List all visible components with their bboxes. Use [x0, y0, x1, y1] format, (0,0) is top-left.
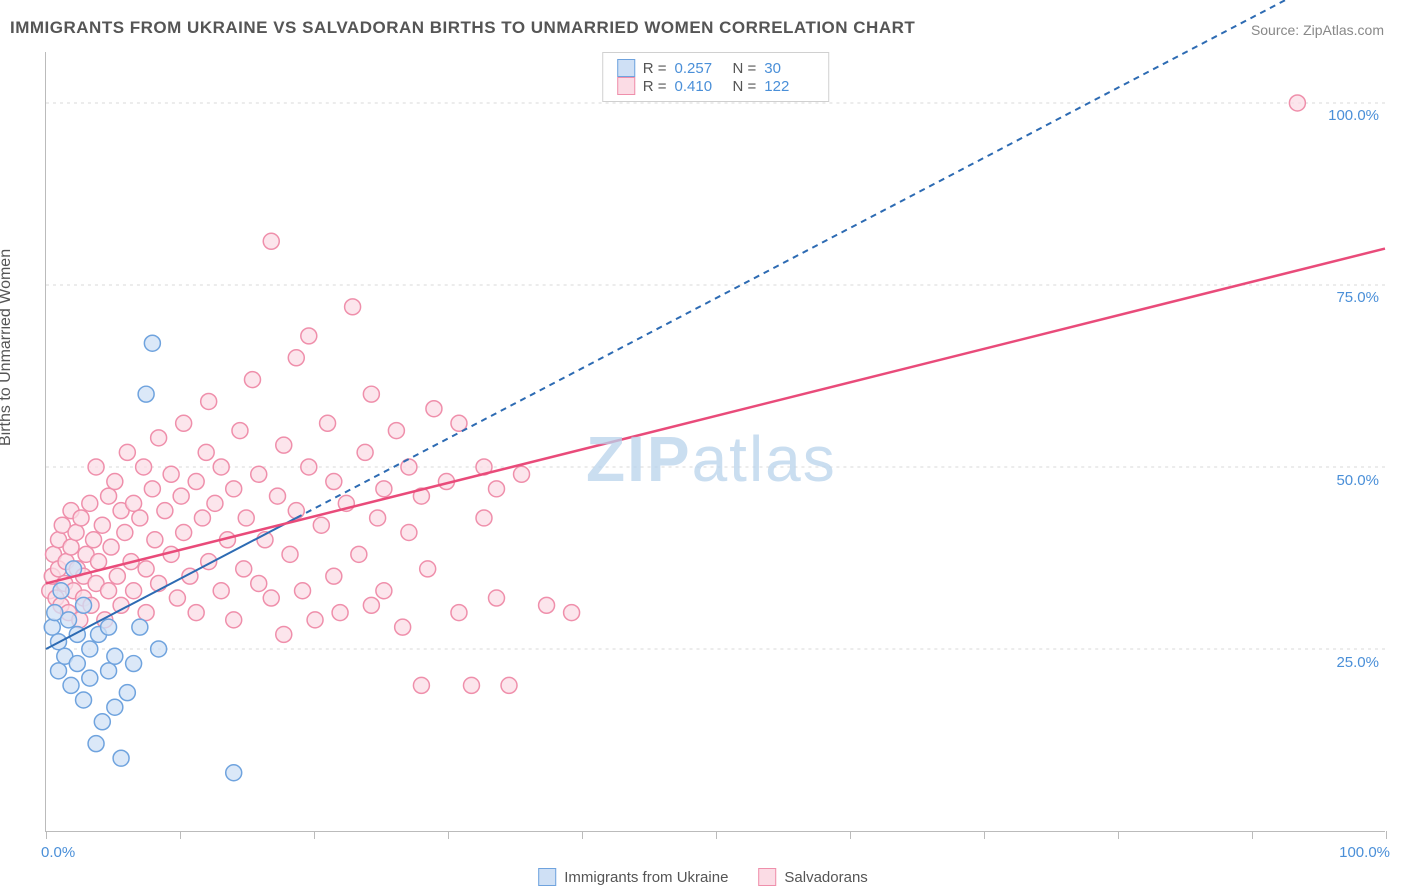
chart-container: IMMIGRANTS FROM UKRAINE VS SALVADORAN BI… [0, 0, 1406, 892]
r-value: 0.257 [675, 60, 725, 77]
r-label: R = [643, 78, 667, 95]
x-axis-min-label: 0.0% [41, 844, 75, 861]
x-axis-tick [582, 831, 583, 839]
y-axis-tick-label: 100.0% [1328, 107, 1379, 124]
legend-swatch-ukraine [617, 59, 635, 77]
series-legend-label: Salvadorans [784, 869, 867, 886]
x-axis-tick [1386, 831, 1387, 839]
r-label: R = [643, 60, 667, 77]
series-legend-item: Salvadorans [758, 868, 867, 886]
legend-swatch-ukraine [538, 868, 556, 886]
n-label: N = [733, 78, 757, 95]
n-label: N = [733, 60, 757, 77]
correlation-legend-row: R = 0.257 N = 30 [617, 59, 815, 77]
x-axis-tick [1252, 831, 1253, 839]
x-axis-tick [46, 831, 47, 839]
plot-svg [46, 52, 1385, 831]
y-axis-tick-label: 25.0% [1336, 654, 1379, 671]
x-axis-tick [314, 831, 315, 839]
series-legend-item: Immigrants from Ukraine [538, 868, 728, 886]
source-attribution: Source: ZipAtlas.com [1251, 22, 1384, 38]
series-legend-label: Immigrants from Ukraine [564, 869, 728, 886]
x-axis-tick [180, 831, 181, 839]
correlation-legend: R = 0.257 N = 30 R = 0.410 N = 122 [602, 52, 830, 102]
y-axis-tick-label: 75.0% [1336, 289, 1379, 306]
chart-title: IMMIGRANTS FROM UKRAINE VS SALVADORAN BI… [10, 18, 915, 38]
legend-swatch-salvadorans [617, 77, 635, 95]
x-axis-tick [448, 831, 449, 839]
x-axis-tick [716, 831, 717, 839]
legend-swatch-salvadorans [758, 868, 776, 886]
r-value: 0.410 [675, 78, 725, 95]
plot-area: ZIPatlas R = 0.257 N = 30 R = 0.410 N = … [45, 52, 1385, 832]
y-axis-tick-label: 50.0% [1336, 472, 1379, 489]
x-axis-tick [850, 831, 851, 839]
n-value: 122 [764, 78, 814, 95]
x-axis-tick [1118, 831, 1119, 839]
series-legend: Immigrants from Ukraine Salvadorans [538, 868, 868, 886]
y-axis-label: Births to Unmarried Women [0, 249, 15, 446]
correlation-legend-row: R = 0.410 N = 122 [617, 77, 815, 95]
n-value: 30 [764, 60, 814, 77]
x-axis-tick [984, 831, 985, 839]
x-axis-max-label: 100.0% [1339, 844, 1390, 861]
